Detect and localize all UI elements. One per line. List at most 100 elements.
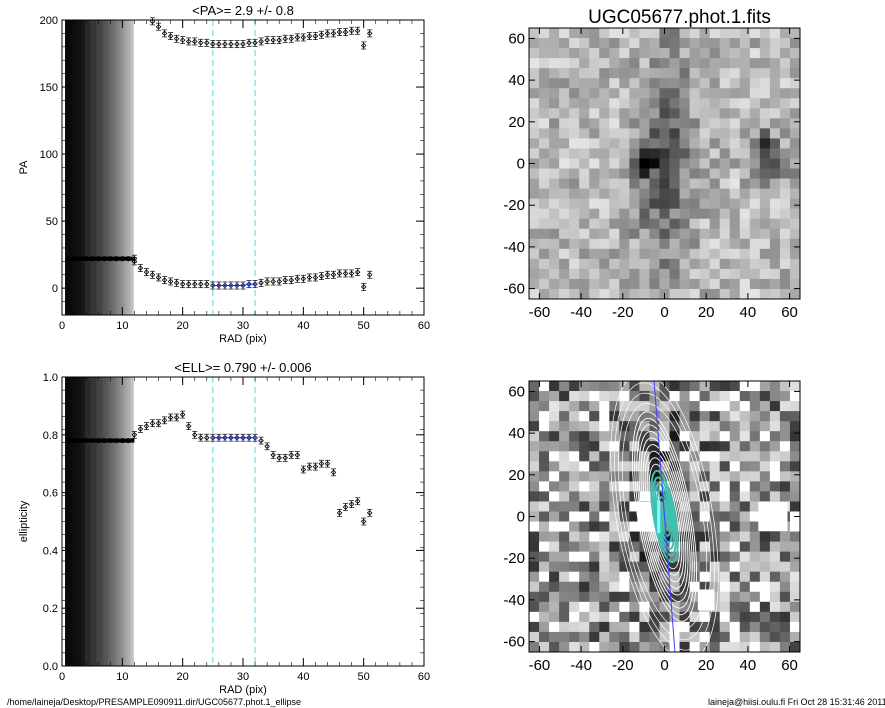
image-pixel xyxy=(589,541,600,553)
image-pixel xyxy=(709,78,721,89)
data-point xyxy=(360,284,367,290)
image-pixel xyxy=(729,148,741,159)
image-pixel xyxy=(569,521,580,532)
image-pixel xyxy=(599,631,610,643)
image-pixel xyxy=(589,571,600,583)
image-pixel xyxy=(759,621,771,633)
image-pixel xyxy=(619,268,630,280)
fit-point xyxy=(234,434,240,441)
image-pixel xyxy=(699,88,711,99)
image-pixel xyxy=(609,198,620,210)
image-pixel xyxy=(569,591,580,603)
image-pixel xyxy=(539,491,550,502)
image-pixel xyxy=(719,451,731,462)
image-pixel xyxy=(639,188,650,200)
image-pixel xyxy=(709,421,721,432)
image-pixel xyxy=(549,481,560,492)
image-pixel xyxy=(569,571,580,583)
image-pixel xyxy=(789,148,801,159)
image-pixel xyxy=(549,218,560,230)
image-pixel xyxy=(679,511,690,522)
plot-title: <PA>= 2.9 +/- 0.8 xyxy=(192,3,294,18)
image-pixel xyxy=(529,248,540,260)
image-pixel xyxy=(559,128,570,139)
image-pixel xyxy=(599,158,610,169)
data-point-wrapped xyxy=(167,33,174,39)
image-pixel xyxy=(539,218,550,230)
data-point-wrapped xyxy=(240,41,246,47)
image-pixel xyxy=(639,541,650,553)
image-pixel xyxy=(699,178,711,189)
image-pixel xyxy=(759,391,771,402)
data-point xyxy=(149,272,156,278)
image-pixel xyxy=(719,48,731,59)
image-pixel xyxy=(789,118,801,129)
inner-band-strip xyxy=(96,20,99,315)
image-pixel xyxy=(539,411,550,422)
image-pixel xyxy=(739,631,751,643)
image-pixel xyxy=(669,461,680,472)
image-pixel xyxy=(709,431,721,442)
x-tick-label: -60 xyxy=(529,304,551,321)
x-tick-label: 50 xyxy=(358,320,370,332)
image-pixel xyxy=(579,28,590,39)
image-pixel xyxy=(779,461,791,472)
image-pixel xyxy=(739,58,751,69)
image-pixel xyxy=(679,541,690,553)
image-pixel xyxy=(579,441,590,452)
image-pixel xyxy=(619,208,630,220)
image-pixel xyxy=(789,531,801,542)
image-pixel xyxy=(569,258,580,270)
image-pixel xyxy=(789,258,801,270)
image-pixel xyxy=(619,258,630,270)
image-pixel xyxy=(699,621,711,633)
image-pixel xyxy=(579,258,590,270)
image-pixel xyxy=(639,48,650,59)
image-pixel xyxy=(629,128,640,139)
image-pixel xyxy=(679,248,690,260)
image-pixel xyxy=(739,108,751,119)
image-pixel xyxy=(659,208,670,220)
image-pixel xyxy=(749,561,761,573)
image-pixel xyxy=(769,228,781,240)
data-point-wrapped xyxy=(366,30,373,37)
image-pixel xyxy=(569,238,580,250)
image-pixel xyxy=(579,621,590,633)
image-pixel xyxy=(659,158,670,169)
image-pixel xyxy=(729,258,741,270)
image-pixel xyxy=(649,68,660,79)
image-pixel xyxy=(709,148,721,159)
image-pixel xyxy=(669,421,680,432)
image-pixel xyxy=(539,48,550,59)
image-pixel xyxy=(689,238,701,250)
image-pixel xyxy=(669,178,680,189)
image-pixel xyxy=(629,138,640,149)
image-pixel xyxy=(719,561,731,573)
image-pixel xyxy=(579,218,590,230)
image-pixel xyxy=(779,411,791,422)
image-pixel xyxy=(559,541,570,553)
image-pixel xyxy=(559,68,570,79)
image-pixel xyxy=(579,601,590,613)
image-pixel xyxy=(729,78,741,89)
image-pixel xyxy=(689,631,701,643)
image-pixel xyxy=(639,148,650,159)
image-pixel xyxy=(729,138,741,149)
image-pixel xyxy=(559,188,570,200)
inner-band-strip xyxy=(76,20,79,315)
image-pixel xyxy=(669,401,680,412)
footer-timestamp: laineja@hiisi.oulu.fi Fri Oct 28 15:31:4… xyxy=(708,697,885,707)
image-pixel xyxy=(689,421,701,432)
image-pixel xyxy=(559,178,570,189)
y-tick-label: 0.0 xyxy=(43,661,58,673)
image-pixel xyxy=(729,238,741,250)
image-pixel xyxy=(579,288,590,300)
image-pixel xyxy=(789,561,801,573)
image-pixel xyxy=(649,58,660,69)
image-pixel xyxy=(719,461,731,472)
image-pixel xyxy=(539,531,550,542)
data-point xyxy=(288,452,295,458)
inner-band-strip xyxy=(118,377,121,666)
image-pixel xyxy=(539,501,550,512)
inner-band-strip xyxy=(93,20,96,315)
